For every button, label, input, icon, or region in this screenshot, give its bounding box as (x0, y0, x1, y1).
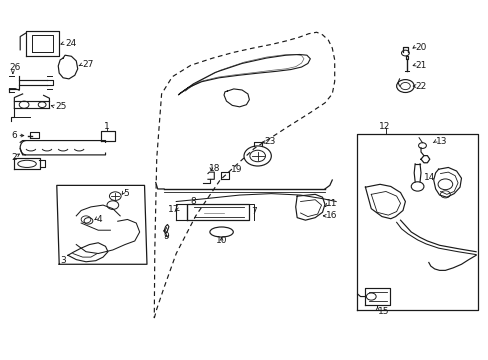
Text: 10: 10 (215, 236, 227, 245)
Text: 9: 9 (163, 232, 169, 241)
Text: 24: 24 (65, 39, 76, 48)
Text: 25: 25 (55, 102, 66, 111)
Text: 5: 5 (123, 189, 129, 198)
Text: 8: 8 (189, 197, 195, 206)
Text: 4: 4 (96, 215, 102, 224)
Text: 20: 20 (414, 43, 426, 52)
Text: 12: 12 (378, 122, 389, 131)
Text: 19: 19 (230, 165, 242, 174)
Text: 15: 15 (377, 307, 388, 316)
Text: 1: 1 (104, 122, 110, 131)
Text: 16: 16 (326, 211, 337, 220)
Text: 18: 18 (209, 164, 221, 173)
Text: 3: 3 (60, 256, 66, 265)
Text: 11: 11 (326, 199, 337, 208)
Text: 6: 6 (11, 131, 17, 140)
Text: 22: 22 (414, 82, 426, 91)
Text: 27: 27 (82, 60, 94, 69)
Text: 7: 7 (250, 207, 256, 216)
Text: 13: 13 (435, 137, 446, 146)
Text: 23: 23 (264, 137, 275, 146)
Text: 26: 26 (9, 63, 21, 72)
Text: 2: 2 (11, 153, 17, 162)
Text: 21: 21 (414, 61, 426, 70)
Text: 17: 17 (167, 205, 179, 214)
Text: 14: 14 (423, 173, 434, 182)
